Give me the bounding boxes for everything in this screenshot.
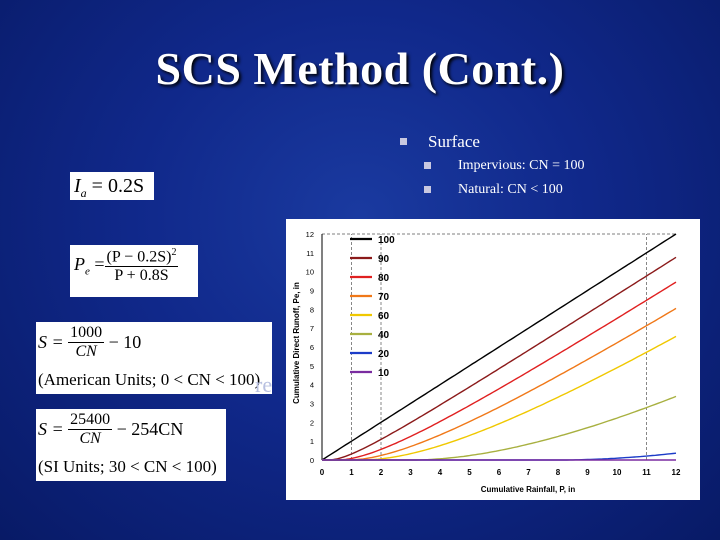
equation-s-si: S = 25400 CN − 254CN (SI Units; 30 < CN …: [36, 409, 226, 481]
series-line-cn-60: [322, 335, 677, 461]
pe-sub: e: [85, 265, 90, 278]
series-line-cn-70: [322, 307, 677, 461]
series-line-cn-100: [321, 233, 677, 461]
bullet-natural: Natural: CN < 100: [398, 178, 585, 202]
y-tick-label-6: 6: [310, 343, 314, 352]
pe-exponent: 2: [171, 247, 177, 258]
pe-eq: =: [89, 254, 105, 275]
x-tick-label-9: 9: [585, 468, 590, 477]
y-tick-label-10: 10: [306, 268, 314, 277]
s-si-denominator: CN: [79, 430, 101, 447]
x-tick-label-4: 4: [438, 468, 443, 477]
runoff-chart: 0 1 2 3 4 5 6 7 8 9 10 11 12 0 1 2 3 4 5 6 7 8 9 10 11 12 100 90 80…: [286, 219, 700, 500]
y-tick-label-11: 11: [306, 249, 314, 258]
ia-lhs: I: [74, 175, 81, 197]
x-tick-label-7: 7: [526, 468, 531, 477]
legend-label-10: 10: [378, 368, 390, 379]
ia-sub: a: [80, 186, 87, 200]
occluded-text: re: [255, 372, 273, 397]
x-tick-label-12: 12: [672, 468, 681, 477]
s-us-lhs: S =: [38, 332, 69, 352]
equation-pe: Pe = (P − 0.2S)2 P + 0.8S: [70, 245, 198, 297]
slide-title: SCS Method (Cont.): [155, 43, 565, 94]
x-tick-label-0: 0: [320, 468, 325, 477]
s-us-numerator: 1000: [68, 324, 105, 343]
x-tick-label-1: 1: [349, 468, 354, 477]
bullet-list: Surface Impervious: CN = 100 Natural: CN…: [398, 130, 585, 202]
x-tick-label-3: 3: [408, 468, 413, 477]
x-tick-label-10: 10: [613, 468, 622, 477]
x-tick-label-8: 8: [556, 468, 561, 477]
equation-ia: Ia = 0.2S: [70, 172, 154, 200]
y-tick-label-0: 0: [310, 456, 314, 465]
series-line-cn-80: [322, 281, 677, 461]
bullet-surface: Surface: [398, 130, 585, 154]
legend-label-20: 20: [378, 349, 390, 360]
pe-numerator: (P − 0.2S): [106, 248, 172, 266]
x-tick-label-11: 11: [642, 468, 651, 477]
legend-label-100: 100: [378, 235, 395, 246]
legend-label-90: 90: [378, 254, 390, 265]
y-axis-label: Cumulative Direct Runoff, Pe, in: [292, 282, 301, 404]
y-tick-label-1: 1: [310, 437, 314, 446]
y-tick-label-9: 9: [310, 287, 314, 296]
bullet-impervious: Impervious: CN = 100: [398, 154, 585, 178]
x-tick-label-6: 6: [497, 468, 502, 477]
y-tick-label-4: 4: [310, 381, 314, 390]
x-tick-label-5: 5: [467, 468, 472, 477]
s-us-note: (American Units; 0 < CN < 100): [38, 370, 261, 389]
y-tick-label-2: 2: [310, 418, 314, 427]
s-si-tail: − 254CN: [112, 419, 184, 439]
s-si-lhs: S =: [38, 419, 69, 439]
y-tick-label-8: 8: [310, 305, 314, 314]
pe-lhs: P: [74, 254, 85, 275]
y-tick-label-5: 5: [310, 362, 314, 371]
y-tick-label-12: 12: [306, 230, 314, 239]
s-us-denominator: CN: [75, 343, 97, 360]
pe-denominator: P + 0.8S: [114, 267, 169, 285]
y-tick-label-3: 3: [310, 400, 314, 409]
series-line-cn-40: [322, 395, 677, 461]
x-axis-label: Cumulative Rainfall, P, in: [481, 485, 576, 494]
equation-s-american: S = 1000 CN − 10 (American Units; 0 < CN…: [36, 322, 272, 394]
x-tick-label-2: 2: [379, 468, 384, 477]
ia-rhs: = 0.2S: [86, 175, 145, 197]
y-tick-label-7: 7: [310, 324, 314, 333]
s-si-numerator: 25400: [68, 411, 113, 430]
legend-label-40: 40: [378, 330, 390, 341]
legend-label-70: 70: [378, 292, 390, 303]
s-si-note: (SI Units; 30 < CN < 100): [38, 457, 217, 476]
series-line-cn-90: [322, 256, 677, 461]
s-us-tail: − 10: [104, 332, 142, 352]
legend-label-60: 60: [378, 311, 390, 322]
legend-label-80: 80: [378, 273, 390, 284]
